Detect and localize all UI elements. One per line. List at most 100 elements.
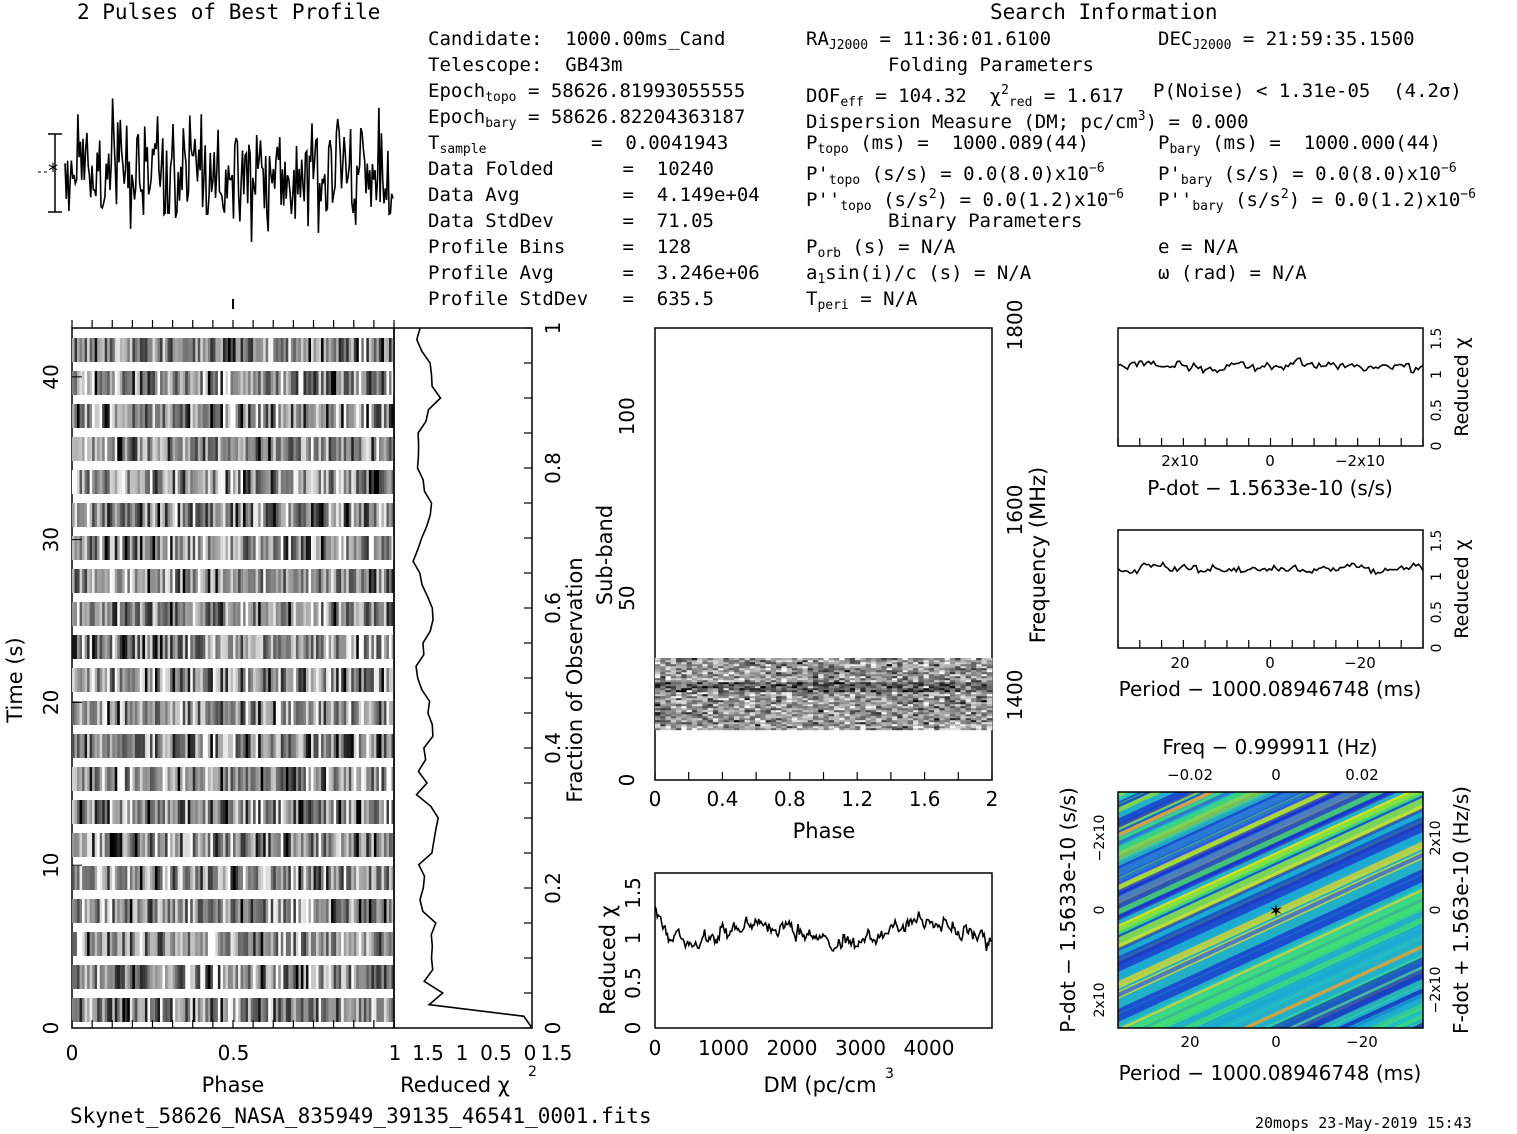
subband-cell [829,684,835,686]
time-phase-cell [213,371,216,395]
time-phase-cell [90,866,93,890]
subband-cell [897,684,903,686]
time-phase-cell [251,899,254,923]
subband-cell [676,722,682,724]
time-phase-cell [112,998,115,1022]
time-phase-cell [283,734,286,758]
subband-cell [745,664,751,666]
time-phase-cell [203,602,206,626]
subband-cell [660,698,666,700]
time-phase-cell [130,998,133,1022]
time-phase-cell [230,569,233,593]
subband-cell [881,686,887,688]
time-phase-cell [75,437,78,461]
time-phase-cell [379,602,382,626]
time-phase-cell [349,371,352,395]
time-phase-cell [203,569,206,593]
time-phase-cell [175,833,178,857]
subband-cell [676,694,682,696]
subband-cell [876,678,882,680]
subband-cell [876,694,882,696]
subband-cell [755,666,761,668]
time-phase-cell [97,932,100,956]
subband-cell [876,692,882,694]
time-phase-cell [374,503,377,527]
subband-cell [976,692,982,694]
time-phase-cell [100,734,103,758]
time-phase-cell [210,602,213,626]
time-phase-cell [381,503,384,527]
subband-cell [655,698,661,700]
time-phase-cell [311,767,314,791]
time-phase-cell [183,866,186,890]
subband-cell [797,674,803,676]
time-phase-cell [72,899,75,923]
time-phase-cell [256,470,259,494]
time-phase-cell [82,470,85,494]
time-phase-cell [77,338,80,362]
subband-cell [723,710,729,712]
time-phase-cell [319,470,322,494]
time-phase-cell [258,536,261,560]
subband-cell [876,686,882,688]
time-phase-cell [341,767,344,791]
time-phase-cell [321,437,324,461]
subband-cell [908,684,914,686]
time-phase-cell [319,569,322,593]
time-phase-cell [314,437,317,461]
subband-cell [897,698,903,700]
time-phase-cell [80,701,83,725]
time-phase-cell [326,734,329,758]
subband-cell [671,666,677,668]
time-phase-cell [316,668,319,692]
subband-cell [934,706,940,708]
subband-cell [692,724,698,726]
time-phase-cell [288,536,291,560]
time-phase-cell [376,437,379,461]
subband-cell [913,726,919,728]
subband-cell [839,704,845,706]
subband-cell [971,670,977,672]
time-phase-cell [150,734,153,758]
time-phase-cell [173,965,176,989]
subband-cell [897,680,903,682]
time-phase-cell [329,833,332,857]
time-phase-cell [303,569,306,593]
subband-cell [818,716,824,718]
subband-cell [939,704,945,706]
subband-cell [981,708,987,710]
time-phase-cell [246,602,249,626]
time-phase-cell [278,503,281,527]
time-phase-cell [243,536,246,560]
subband-cell [881,704,887,706]
time-phase-cell [142,800,145,824]
time-phase-cell [246,536,249,560]
time-phase-cell [293,635,296,659]
subband-cell [723,712,729,714]
time-phase-cell [256,404,259,428]
subband-cell [697,660,703,662]
time-phase-cell [346,338,349,362]
subband-cell [787,684,793,686]
time-phase-cell [90,668,93,692]
time-phase-cell [223,668,226,692]
time-phase-cell [85,437,88,461]
subband-cell [755,684,761,686]
subband-cell [855,682,861,684]
time-phase-cell [258,503,261,527]
time-phase-cell [364,569,367,593]
subband-cell [713,696,719,698]
subband-cell [776,674,782,676]
time-phase-cell [278,998,281,1022]
time-phase-cell [115,932,118,956]
subband-cell [687,718,693,720]
subband-cell [850,690,856,692]
time-phase-cell [261,734,264,758]
subband-cell [855,726,861,728]
time-phase-cell [356,404,359,428]
subband-cell [966,706,972,708]
subband-cell [734,716,740,718]
subband-cell [850,662,856,664]
time-phase-cell [140,866,143,890]
time-phase-cell [389,833,392,857]
